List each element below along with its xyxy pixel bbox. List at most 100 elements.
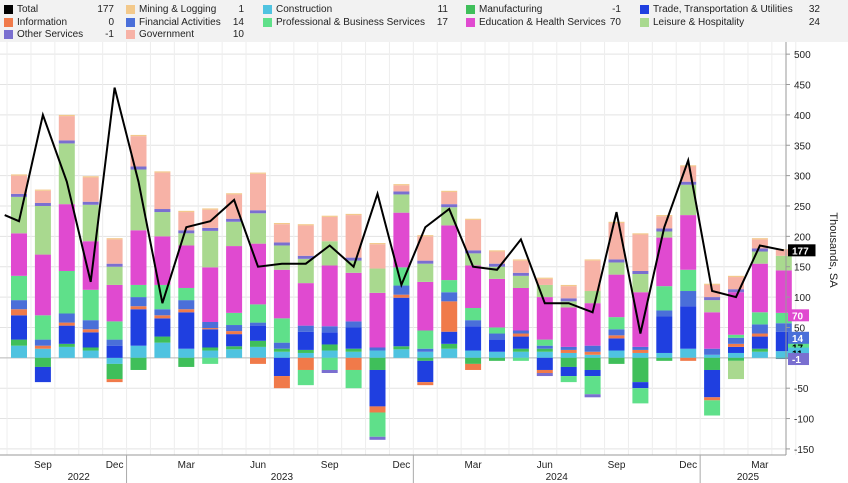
bar-segment [106, 339, 123, 346]
x-tick-label: Jun [250, 460, 266, 471]
bar-segment [226, 346, 243, 350]
x-tick-label: Mar [751, 460, 769, 471]
bar-segment [560, 357, 577, 367]
bar-segment [680, 291, 697, 307]
bar-segment [11, 193, 27, 197]
y-tick-label: 250 [794, 202, 811, 213]
bar-segment [369, 406, 386, 413]
bar-segment [632, 233, 649, 235]
x-tick-label: Sep [34, 460, 52, 471]
last-value-text: 70 [792, 311, 804, 322]
bar-segment [560, 352, 577, 358]
bar-segment [58, 140, 75, 144]
bar-segment [250, 304, 266, 323]
bar-segment [369, 369, 386, 407]
last-value-badge [788, 309, 809, 322]
bar-segment [775, 331, 792, 352]
bar-segment [178, 287, 195, 301]
bar-segment [297, 258, 314, 284]
x-tick-label: Mar [178, 460, 196, 471]
legend-value: 17 [436, 16, 448, 28]
bar-segment [178, 230, 195, 234]
bar-segment [775, 358, 792, 360]
bar-segment [704, 297, 721, 301]
legend-value: 24 [808, 16, 820, 28]
bar-segment [751, 324, 768, 334]
bar-segment [226, 334, 243, 347]
bar-segment [82, 201, 99, 205]
bar-segment [417, 235, 434, 237]
bar-segment [297, 224, 314, 226]
bar-segment [393, 346, 410, 350]
bar-segment [728, 275, 744, 278]
y-tick-label: 350 [794, 141, 811, 152]
bar-segment [250, 213, 266, 244]
legend-value: 70 [609, 16, 621, 28]
bar-segment [34, 357, 51, 367]
bar-segment [751, 248, 768, 252]
bar-segment [250, 346, 266, 358]
legend-label: Financial Activities [139, 16, 221, 28]
bar-segment [297, 352, 314, 358]
bar-segment [417, 351, 434, 358]
bar-segment [34, 339, 51, 346]
legend-label: Manufacturing [479, 4, 543, 15]
bar-segment [106, 363, 123, 380]
total-line [4, 87, 784, 334]
bar-segment [441, 225, 458, 281]
legend-label: Mining & Logging [139, 4, 217, 15]
bar-segment [489, 250, 505, 252]
bar-segment [297, 225, 314, 256]
bar-segment [250, 172, 266, 174]
bar-segment [345, 215, 362, 258]
bar-segment [584, 351, 601, 355]
bar-segment [465, 357, 482, 364]
bar-segment [369, 292, 386, 348]
bar-segment [154, 172, 171, 210]
bar-segment [321, 215, 338, 217]
bar-segment [751, 336, 768, 349]
bar-segment [512, 330, 529, 334]
legend-item: Other Services -1 [4, 28, 114, 41]
bar-segment [11, 275, 27, 301]
y-axis-title: Thousands, SA [827, 212, 839, 288]
bar-segment [202, 329, 219, 348]
bar-segment [608, 317, 625, 330]
bar-segment [154, 342, 171, 358]
legend-swatch [4, 5, 13, 14]
bar-segment [369, 436, 386, 440]
bar-segment [656, 231, 673, 238]
bar-segment [130, 345, 147, 358]
bar-segment [441, 343, 458, 349]
bar-segment [560, 366, 577, 377]
bar-segment [417, 330, 434, 349]
bar-segment [393, 191, 410, 195]
legend-value: 10 [232, 29, 244, 40]
bar-segment [489, 251, 505, 264]
bar-segment [417, 260, 434, 264]
bar-segment [34, 254, 51, 316]
bar-segment [34, 202, 51, 206]
legend-swatch [126, 30, 135, 39]
bar-segment [154, 315, 171, 319]
bar-segment [417, 348, 434, 352]
bar-segment [273, 348, 290, 352]
bar-segment [369, 243, 386, 245]
bar-segment [321, 369, 338, 374]
bar-segment [58, 313, 75, 323]
last-value-text: -1 [792, 355, 801, 366]
bar-segment [632, 382, 649, 389]
bar-segment [202, 227, 219, 231]
bar-segment [226, 331, 243, 335]
bar-segment [250, 325, 266, 341]
bar-segment [656, 316, 673, 353]
bar-segment [178, 309, 195, 313]
bar-segment [584, 259, 601, 261]
bar-segment [34, 190, 51, 203]
legend-item: Education & Health Services 70 [466, 16, 621, 29]
bar-segment [560, 349, 577, 353]
bar-segment [130, 169, 147, 231]
bar-segment [512, 260, 529, 273]
legend-value: -1 [612, 4, 621, 15]
bar-segment [441, 190, 458, 193]
